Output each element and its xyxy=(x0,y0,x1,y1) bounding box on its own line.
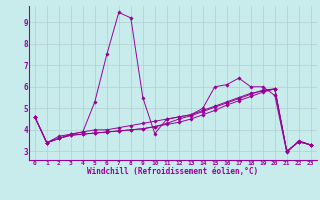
X-axis label: Windchill (Refroidissement éolien,°C): Windchill (Refroidissement éolien,°C) xyxy=(87,167,258,176)
